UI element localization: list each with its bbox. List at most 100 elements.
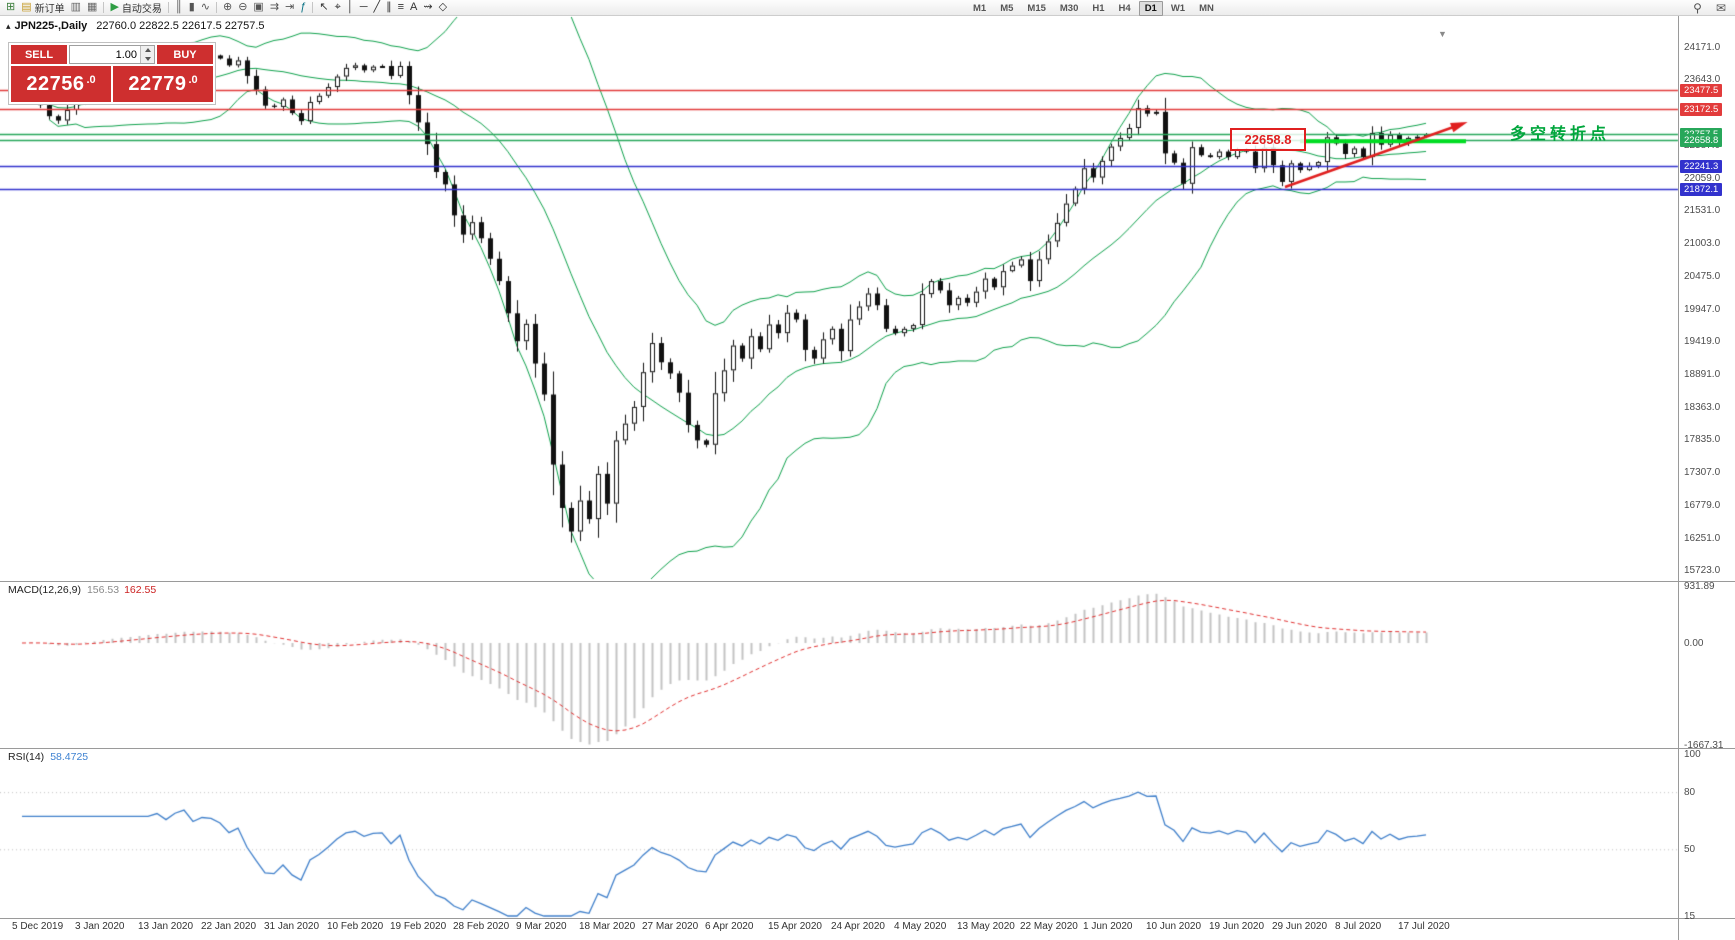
rsi-timeaxis-separator [0,918,1735,919]
horizontal-line-tool-button[interactable]: ─ [357,0,371,15]
new-chart-icon: ⊞ [6,1,16,13]
price-annotation-box[interactable]: 22658.8 [1230,128,1306,151]
date-label: 24 Apr 2020 [831,921,885,932]
chart-shift-button[interactable]: ⇥ [282,0,297,15]
rsi-axis-label: 15 [1684,911,1696,922]
candle-chart-mode-button[interactable]: ▮ [186,0,198,15]
horizontal-line-tool-icon: ─ [359,1,368,13]
date-label: 5 Dec 2019 [12,921,64,932]
tile-windows-button[interactable]: ▣ [250,0,266,15]
price-grid-label: 19947.0 [1684,303,1721,315]
date-label: 28 Feb 2020 [453,921,510,932]
price-grid-label: 23643.0 [1684,74,1721,86]
timeframe-d1-button[interactable]: D1 [1138,0,1163,16]
timeframe-m1-button[interactable]: M1 [973,2,987,14]
sell-price-fraction: .0 [86,73,96,86]
bar-chart-mode-button[interactable]: ║ [172,0,186,15]
zoom-out-icon: ⊖ [238,1,248,13]
profiles-button[interactable]: ▦ [84,0,100,15]
macd-rsi-separator[interactable] [0,748,1735,749]
indicators-icon: ƒ [300,1,307,13]
arrows-tool-button[interactable]: ⇝ [420,0,435,15]
autotrading-button[interactable]: ▶ 自动交易 [107,0,164,15]
chart-ohlc-values: 22760.0 22822.5 22617.5 22757.5 [96,20,265,32]
timeframe-h1-button[interactable]: H1 [1092,2,1105,14]
toolbar: ⊞ ▤ 新订单 ▥ ▦ ▶ 自动交易 ║ ▮ ∿ ⊕ ⊖ ▣ ⇉ ⇥ ƒ ↖ ⌖ │ ─ ╱ ∥ ≡ A ⇝ ◇ M1 M5 M15 M… [0,0,1735,16]
rsi-axis-label: 50 [1684,844,1696,856]
macd-indicator-label: MACD(12,26,9) 156.53 162.55 [8,584,156,596]
macd-axis-label: 0.00 [1684,638,1704,649]
zoom-in-button[interactable]: ⊕ [220,0,235,15]
channel-tool-button[interactable]: ∥ [383,0,395,15]
arrows-tool-icon: ⇝ [423,1,433,13]
chart-window-button[interactable]: ▥ [68,0,84,15]
indicators-button[interactable]: ƒ [297,0,309,15]
macd-axis-label: -1667.31 [1684,740,1724,751]
date-label: 31 Jan 2020 [264,921,320,932]
date-label: 6 Apr 2020 [705,921,754,932]
chart-macd-separator[interactable] [0,581,1735,582]
autotrading-icon: ▶ [110,1,119,13]
cursor-tool-icon: ↖ [319,1,329,13]
timeframe-m30-button[interactable]: M30 [1059,2,1079,14]
timeframe-h4-button[interactable]: H4 [1118,2,1131,14]
fibonacci-tool-button[interactable]: ≡ [395,0,407,15]
buy-price-button[interactable]: 22779.0 [113,66,213,102]
lot-increase-button[interactable] [141,46,154,55]
timeframe-w1-button[interactable]: W1 [1170,2,1186,14]
timeframe-m5-button[interactable]: M5 [1000,2,1014,14]
sell-price-button[interactable]: 22756.0 [11,66,111,102]
chat-icon[interactable]: ✉ [1715,1,1726,15]
channel-tool-icon: ∥ [386,1,392,13]
line-chart-mode-button[interactable]: ∿ [198,0,213,15]
crosshair-tool-button[interactable]: ⌖ [332,0,344,15]
profiles-icon: ▦ [87,1,98,13]
pivot-note-text[interactable]: 多空转折点 [1510,126,1611,143]
date-label: 15 Apr 2020 [768,921,822,932]
date-label: 19 Jun 2020 [1209,921,1265,932]
price-grid-label: 15723.0 [1684,565,1721,577]
new-order-icon: ▤ [21,1,32,13]
timeframe-m15-button[interactable]: M15 [1027,2,1046,14]
toolbar-right: ⚲ ✉ [1690,0,1729,16]
buy-price-fraction: .0 [188,73,198,86]
vertical-line-tool-button[interactable]: │ [344,0,357,15]
date-label: 9 Mar 2020 [516,921,567,932]
lot-input[interactable] [70,48,140,61]
lot-decrease-button[interactable] [141,54,154,63]
new-order-button[interactable]: ▤ 新订单 [18,0,67,15]
price-grid-label: 21003.0 [1684,238,1721,250]
new-chart-button[interactable]: ⊞ [3,0,18,15]
date-label: 19 Feb 2020 [390,921,447,932]
price-grid-label: 17835.0 [1684,434,1721,446]
zoom-out-button[interactable]: ⊖ [235,0,250,15]
price-grid-label: 17307.0 [1684,467,1721,479]
price-grid-label: 21531.0 [1684,205,1721,217]
cursor-tool-button[interactable]: ↖ [316,0,331,15]
price-grid-label: 18891.0 [1684,369,1721,380]
date-label: 22 May 2020 [1020,921,1078,932]
lot-size-field [69,45,155,64]
auto-scroll-button[interactable]: ⇉ [267,0,282,15]
shapes-tool-button[interactable]: ◇ [436,0,450,15]
trendline-tool-button[interactable]: ╱ [370,0,383,15]
vertical-line-tool-icon: │ [346,1,354,13]
rsi-name: RSI(14) [8,751,45,763]
text-tool-button[interactable]: A [407,0,420,15]
price-grid-label: 18363.0 [1684,401,1721,413]
buy-button[interactable]: BUY [157,45,213,64]
timeframe-mn-button[interactable]: MN [1199,2,1214,14]
date-label: 8 Jul 2020 [1335,921,1382,932]
autotrading-label: 自动交易 [121,4,162,15]
new-order-label: 新订单 [34,4,65,15]
rsi-indicator-label: RSI(14) 58.4725 [8,751,88,763]
search-icon[interactable]: ⚲ [1693,1,1702,15]
toolbar-separator [312,2,314,13]
sell-price-value: 22756 [26,72,85,95]
price-grid-label: 16779.0 [1684,499,1721,511]
sell-button[interactable]: SELL [11,45,67,64]
date-label: 27 Mar 2020 [642,921,699,932]
chart-window-icon: ▥ [70,1,82,13]
date-label: 17 Jul 2020 [1398,921,1450,932]
